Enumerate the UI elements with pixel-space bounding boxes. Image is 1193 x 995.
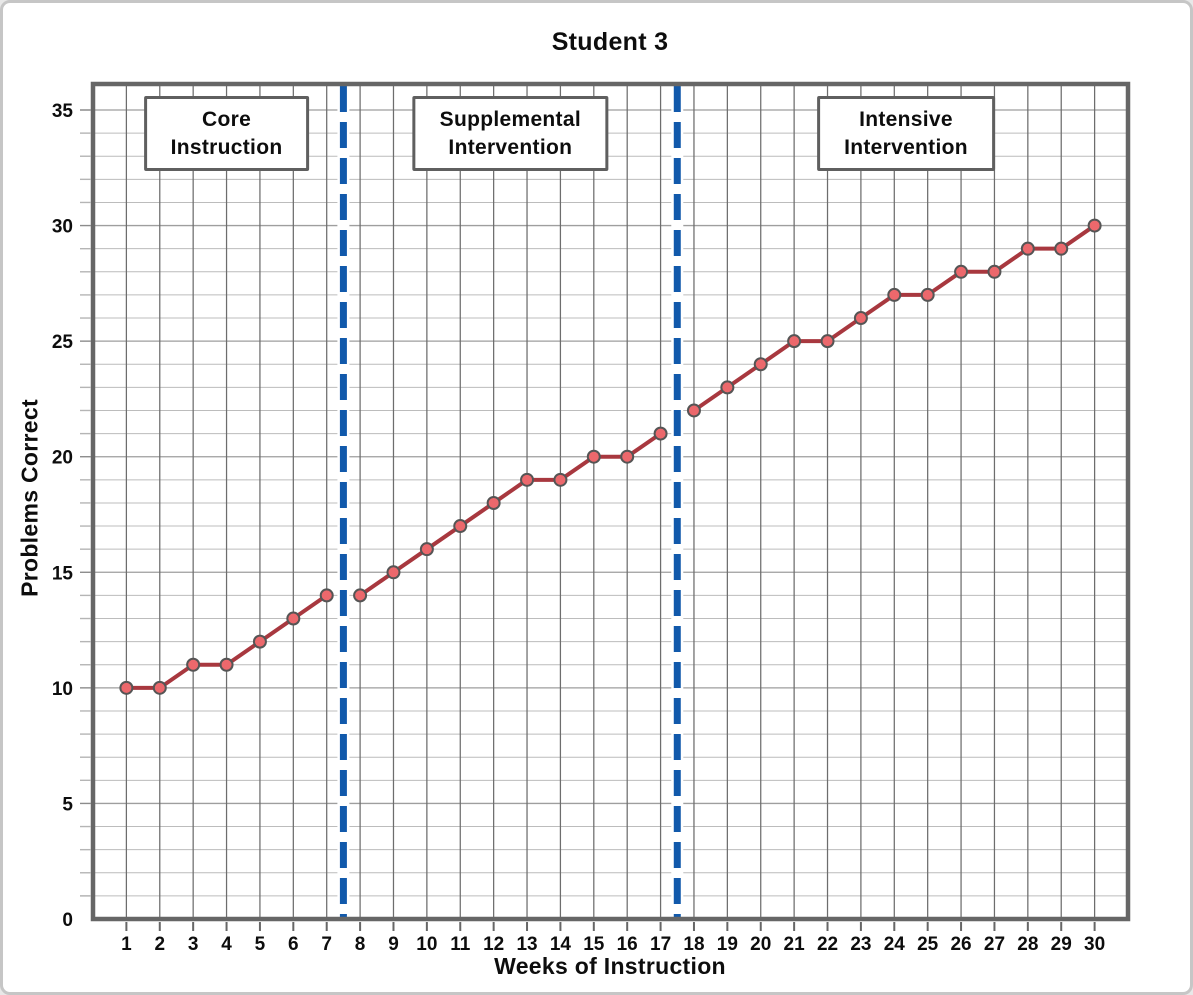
- data-point: [753, 357, 768, 372]
- x-axis-tick-label: 22: [817, 934, 838, 955]
- data-point: [152, 680, 167, 695]
- x-axis-tick-label: 10: [416, 934, 437, 955]
- data-point: [319, 588, 334, 603]
- x-axis-tick-label: 29: [1051, 934, 1072, 955]
- x-axis-tick-label: 26: [950, 934, 971, 955]
- x-axis-tick-label: 4: [221, 934, 232, 955]
- x-axis-title: Weeks of Instruction: [494, 953, 726, 979]
- x-axis-tick-label: 24: [884, 934, 906, 955]
- x-axis-tick-label: 8: [355, 934, 366, 955]
- x-axis-tick-label: 1: [121, 934, 132, 955]
- x-axis-tick-label: 14: [550, 934, 572, 955]
- x-axis-tick-label: 13: [516, 934, 537, 955]
- data-point: [520, 472, 535, 487]
- x-axis-tick-label: 28: [1017, 934, 1038, 955]
- data-point: [1054, 241, 1069, 256]
- y-axis-tick-label: 25: [52, 332, 74, 353]
- x-axis-tick-label: 5: [255, 934, 266, 955]
- x-axis-tick-label: 16: [617, 934, 638, 955]
- data-point: [853, 311, 868, 326]
- x-axis-tick-label: 9: [388, 934, 399, 955]
- phase-label-intensive-intervention: Intensive Intervention: [817, 96, 995, 172]
- y-axis-tick-label: 5: [62, 794, 73, 815]
- data-point: [887, 287, 902, 302]
- x-axis-tick-label: 12: [483, 934, 504, 955]
- data-point: [186, 657, 201, 672]
- x-axis-tick-label: 19: [717, 934, 738, 955]
- x-axis-tick-label: 15: [583, 934, 605, 955]
- x-axis-tick-label: 3: [188, 934, 199, 955]
- data-point: [987, 264, 1002, 279]
- data-point: [820, 334, 835, 349]
- chart-title: Student 3: [551, 28, 669, 56]
- y-axis-tick-label: 0: [62, 910, 73, 931]
- x-axis-tick-label: 30: [1084, 934, 1105, 955]
- plot-area: 1 2 3 4 5 6 7 8 9 10 11 12 13 14 15 16 17 18 19 20 21 22 23 24 2…: [52, 81, 1131, 955]
- data-point: [653, 426, 668, 441]
- x-axis-tick-label: 18: [683, 934, 704, 955]
- y-axis-title: Problems Correct: [16, 399, 43, 597]
- x-axis-tick-label: 11: [450, 934, 471, 955]
- data-point: [787, 334, 802, 349]
- x-axis-tick-label: 21: [784, 934, 806, 955]
- data-point: [252, 634, 267, 649]
- data-point: [453, 519, 468, 534]
- data-point: [286, 611, 301, 626]
- x-axis-tick-label: 6: [288, 934, 299, 955]
- data-point: [486, 495, 501, 510]
- data-point: [353, 588, 368, 603]
- x-axis-tick-label: 23: [850, 934, 871, 955]
- x-axis-tick-label: 25: [917, 934, 939, 955]
- y-axis-tick-label: 15: [52, 563, 74, 584]
- data-point: [954, 264, 969, 279]
- x-axis-tick-label: 20: [750, 934, 771, 955]
- data-point: [386, 565, 401, 580]
- data-point: [686, 403, 701, 418]
- phase-label-supplemental-intervention: Supplemental Intervention: [412, 96, 608, 172]
- data-point: [920, 287, 935, 302]
- data-point: [119, 680, 134, 695]
- data-point: [1087, 218, 1102, 233]
- data-point: [553, 472, 568, 487]
- series-line: [358, 431, 663, 598]
- x-axis-tick-label: 7: [321, 934, 332, 955]
- plot-frame: [90, 81, 1131, 922]
- data-point: [620, 449, 635, 464]
- data-point: [1020, 241, 1035, 256]
- data-point: [586, 449, 601, 464]
- data-point: [720, 380, 735, 395]
- y-axis-tick-label: 10: [52, 679, 73, 700]
- y-axis-tick-label: 20: [52, 448, 73, 469]
- x-axis-tick-label: 2: [154, 934, 165, 955]
- y-axis-tick-label: 30: [52, 217, 73, 238]
- data-point: [219, 657, 234, 672]
- y-axis-tick-label: 35: [52, 101, 74, 122]
- x-axis-tick-label: 17: [650, 934, 671, 955]
- data-point: [419, 542, 434, 557]
- x-axis-tick-label: 27: [984, 934, 1005, 955]
- phase-label-core-instruction: Core Instruction: [143, 96, 310, 172]
